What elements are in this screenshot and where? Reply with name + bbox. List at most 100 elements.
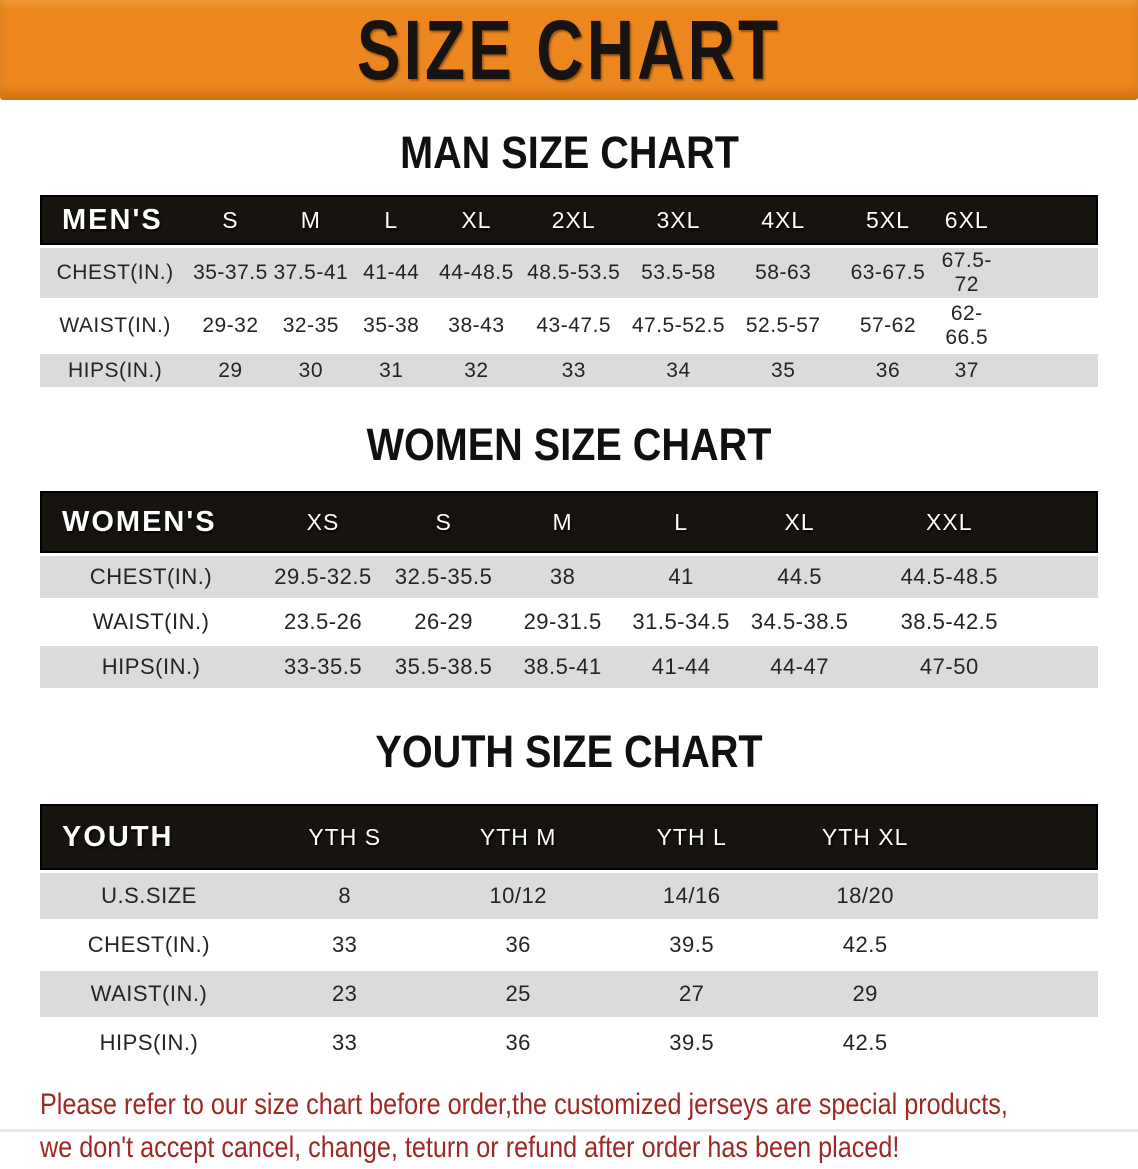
size-value-cell: 36	[835, 354, 941, 387]
size-value-cell: 35	[730, 354, 836, 387]
size-header-row: YOUTH YTH S YTH M YTH L YTH XL	[40, 804, 1098, 870]
row-label-cell: HIPS(IN.)	[40, 354, 191, 387]
measurement-row: WAIST(IN.) 29-32 32-35 35-38 38-43 43-47.5 47.…	[40, 301, 1098, 351]
size-header-cell: YTH M	[431, 804, 605, 870]
size-value-cell: 36	[505, 1030, 531, 1055]
table-corner-label: MEN'S	[40, 195, 191, 245]
banner: SIZE CHART	[0, 0, 1138, 100]
row-label-cell: HIPS(IN.)	[99, 1030, 199, 1055]
size-value-cell: 47.5-52.5	[631, 314, 726, 337]
size-value-cell: 63-67.5	[835, 248, 941, 298]
row-pad-cell	[951, 971, 1098, 1017]
row-pad-cell	[952, 922, 1098, 968]
size-value-cell: 58-63	[730, 248, 836, 298]
size-value-cell: 52.5-57	[745, 314, 821, 337]
section-women: WOMEN SIZE CHART WOMEN'S XS S M L XL XXL CHEST(…	[0, 390, 1138, 691]
size-header-cell: XXL	[858, 491, 1040, 553]
size-value-cell: 32-35	[282, 314, 339, 337]
size-value-cell: 23.5-26	[283, 609, 363, 634]
size-header-cell: YTH XL	[778, 804, 952, 870]
row-pad-cell	[1040, 601, 1098, 643]
size-header-cell: YTH S	[257, 804, 432, 870]
measurement-row: HIPS(IN.) 33 36 39.5 42.5	[40, 1020, 1098, 1066]
size-value-cell: 35-37.5	[190, 248, 271, 298]
women-size-table: WOMEN'S XS S M L XL XXL CHEST(IN.) 29.5-32.5 32.5…	[40, 488, 1098, 691]
size-value-cell: 29	[190, 354, 271, 387]
size-value-cell: 38	[503, 556, 622, 598]
size-value-cell: 39.5	[669, 932, 715, 957]
size-value-cell: 32	[431, 354, 522, 387]
size-value-cell: 34.5-38.5	[750, 609, 849, 634]
row-label-cell: WAIST(IN.)	[59, 314, 171, 337]
measurement-row: HIPS(IN.) 33-35.5 35.5-38.5 38.5-41 41-44 44-…	[40, 646, 1098, 688]
section-youth: YOUTH SIZE CHART YOUTH YTH S YTH M YTH L YTH…	[0, 691, 1138, 1069]
footer-line-1: Please refer to our size chart before or…	[40, 1088, 1008, 1121]
size-value-cell: 34	[626, 354, 731, 387]
measurement-row: CHEST(IN.) 29.5-32.5 32.5-35.5 38 41 44.5 44.5…	[40, 556, 1098, 598]
row-pad-cell	[1039, 646, 1098, 688]
size-value-cell: 47-50	[858, 646, 1040, 688]
size-value-cell: 41	[621, 556, 741, 598]
table-corner-label: YOUTH	[40, 804, 258, 870]
size-value-cell: 43-47.5	[536, 314, 612, 337]
size-value-cell: 26-29	[414, 609, 473, 634]
header-pad-cell	[1039, 491, 1098, 553]
size-value-cell: 33	[331, 932, 358, 957]
size-value-cell: 23	[257, 971, 432, 1017]
size-value-cell: 39.5	[669, 1030, 715, 1055]
men-size-table: MEN'S S M L XL 2XL 3XL 4XL 5XL 6XL CHEST(IN.) 35-37…	[40, 192, 1098, 390]
youth-section-heading: YOUTH SIZE CHART	[0, 691, 1138, 774]
size-value-cell: 35-38	[363, 314, 420, 337]
table-corner-label: WOMEN'S	[40, 491, 263, 553]
size-value-cell: 27	[604, 971, 779, 1017]
size-value-cell: 42.5	[842, 932, 888, 957]
size-header-cell: M	[503, 491, 622, 553]
size-header-cell: XL	[431, 195, 522, 245]
size-value-cell: 38.5-41	[503, 646, 622, 688]
men-section-heading-text: MAN SIZE CHART	[399, 127, 739, 178]
youth-size-table: YOUTH YTH S YTH M YTH L YTH XL U.S.SIZE 8 10/12…	[40, 801, 1098, 1069]
row-pad-cell	[1039, 556, 1098, 598]
size-value-cell: 33	[521, 354, 627, 387]
size-header-cell: M	[270, 195, 352, 245]
size-value-cell: 33-35.5	[262, 646, 384, 688]
measurement-row: U.S.SIZE 8 10/12 14/16 18/20	[40, 873, 1098, 919]
row-pad-cell	[951, 873, 1098, 919]
size-value-cell: 31	[351, 354, 432, 387]
size-value-cell: 29.5-32.5	[262, 556, 384, 598]
size-value-cell: 29	[778, 971, 952, 1017]
size-value-cell: 33	[331, 1030, 358, 1055]
size-value-cell: 44-47	[740, 646, 859, 688]
size-header-cell: 2XL	[521, 195, 627, 245]
size-header-cell: 3XL	[626, 195, 731, 245]
size-header-cell: XL	[740, 491, 859, 553]
size-value-cell: 44.5	[740, 556, 859, 598]
footer-line-2: we don't accept cancel, change, teturn o…	[40, 1131, 900, 1164]
size-header-cell: XS	[262, 491, 384, 553]
row-pad-cell	[993, 354, 1098, 387]
row-label-cell: CHEST(IN.)	[40, 556, 263, 598]
header-pad-cell	[993, 195, 1098, 245]
size-value-cell: 32.5-35.5	[383, 556, 504, 598]
size-value-cell: 41-44	[351, 248, 432, 298]
women-section-heading-text: WOMEN SIZE CHART	[366, 419, 772, 470]
size-header-cell: L	[621, 491, 741, 553]
size-value-cell: 44-48.5	[431, 248, 522, 298]
footer-note: Please refer to our size chart before or…	[0, 1069, 1138, 1169]
size-value-cell: 29-31.5	[523, 609, 602, 634]
size-value-cell: 35.5-38.5	[383, 646, 504, 688]
size-value-cell: 37.5-41	[270, 248, 352, 298]
size-value-cell: 53.5-58	[626, 248, 731, 298]
size-header-row: WOMEN'S XS S M L XL XXL	[40, 491, 1098, 553]
youth-section-heading-text: YOUTH SIZE CHART	[375, 726, 763, 777]
size-value-cell: 62-66.5	[945, 302, 989, 349]
size-value-cell: 41-44	[621, 646, 741, 688]
measurement-row: HIPS(IN.) 29 30 31 32 33 34 35 36 37	[40, 354, 1098, 387]
size-value-cell: 44.5-48.5	[858, 556, 1040, 598]
banner-title: SIZE CHART	[356, 3, 782, 97]
measurement-row: CHEST(IN.) 33 36 39.5 42.5	[40, 922, 1098, 968]
size-value-cell: 25	[431, 971, 605, 1017]
men-section-heading: MAN SIZE CHART	[0, 100, 1138, 175]
size-value-cell: 48.5-53.5	[521, 248, 627, 298]
